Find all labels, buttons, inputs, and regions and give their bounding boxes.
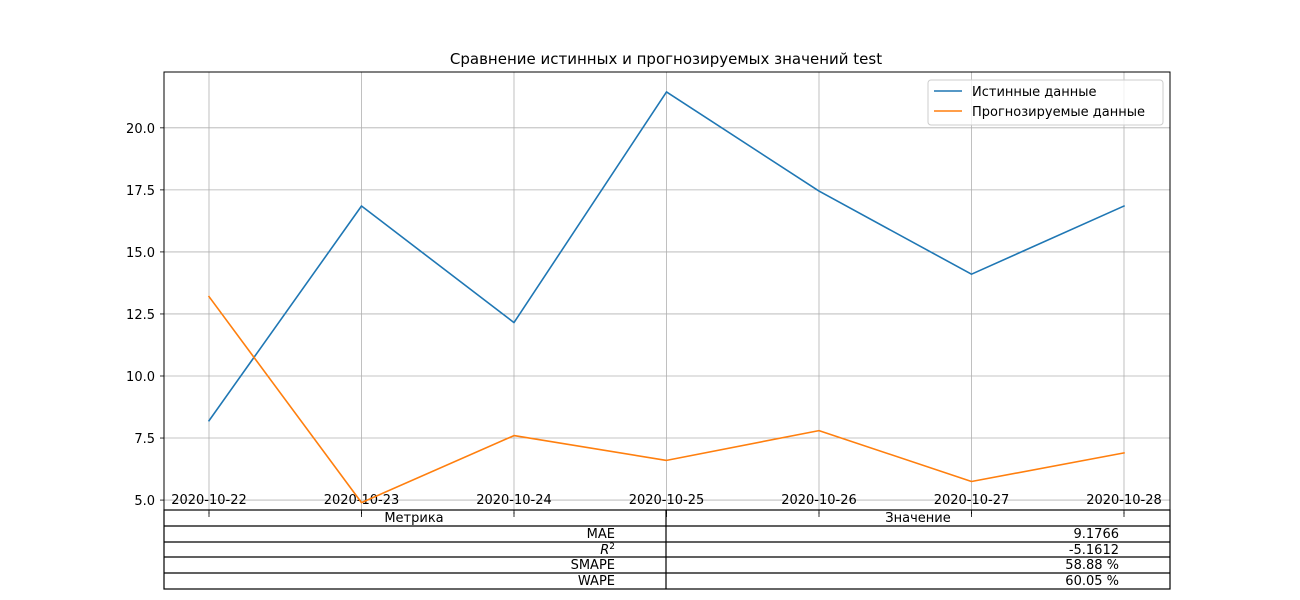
legend: Истинные данные Прогнозируемые данные <box>927 79 1164 126</box>
x-tick-label: 2020-10-23 <box>324 493 400 508</box>
x-tick-label: 2020-10-22 <box>171 493 247 508</box>
x-tick-label: 2020-10-25 <box>629 493 705 508</box>
table-header-value: Значение <box>885 511 950 526</box>
table-cell-value-mae: 9.1766 <box>1074 527 1120 542</box>
y-axis: 5.0 7.5 10.0 12.5 15.0 17.5 20.0 <box>126 122 164 509</box>
plot-area-frame <box>163 71 1171 511</box>
table-cell-metric-smape: SMAPE <box>571 558 615 573</box>
table-outer-border <box>163 509 1171 590</box>
table-cell-value-r2: -5.1612 <box>1069 543 1119 558</box>
legend-box <box>927 79 1164 126</box>
y-tick-label: 7.5 <box>134 432 155 447</box>
x-axis: 2020-10-22 2020-10-23 2020-10-24 2020-10-25… <box>171 493 1162 517</box>
table-cell-value-smape: 58.88 % <box>1065 558 1119 573</box>
legend-label-predicted: Прогнозируемые данные <box>972 105 1145 120</box>
table-cell-metric-mae: MAE <box>587 527 615 542</box>
y-tick-label: 10.0 <box>126 370 155 385</box>
x-tick-label: 2020-10-27 <box>934 493 1010 508</box>
y-tick-label: 12.5 <box>126 308 155 323</box>
x-tick-label: 2020-10-26 <box>781 493 857 508</box>
series-line-true <box>207 91 1126 422</box>
y-tick-label: 5.0 <box>134 494 155 509</box>
y-tick-label: 15.0 <box>126 246 155 261</box>
r2-symbol: R <box>600 543 609 558</box>
table-header-metric: Метрика <box>384 511 443 526</box>
grid-lines <box>164 72 1170 510</box>
series-line-predicted <box>207 295 1125 504</box>
table-cell-metric-r2: R2 <box>600 542 615 558</box>
legend-label-true: Истинные данные <box>972 85 1097 100</box>
table-cell-value-wape: 60.05 % <box>1065 574 1119 589</box>
x-tick-label: 2020-10-28 <box>1086 493 1162 508</box>
metrics-table: Метрика Значение MAE 9.1766 R2 -5.1612 S… <box>163 509 1171 590</box>
r2-superscript: 2 <box>609 542 615 552</box>
chart-title: Сравнение истинных и прогнозируемых знач… <box>450 50 882 68</box>
series-lines <box>207 91 1126 504</box>
y-tick-label: 20.0 <box>126 122 155 137</box>
y-tick-label: 17.5 <box>126 184 155 199</box>
table-cell-metric-wape: WAPE <box>578 574 615 589</box>
x-tick-label: 2020-10-24 <box>476 493 552 508</box>
